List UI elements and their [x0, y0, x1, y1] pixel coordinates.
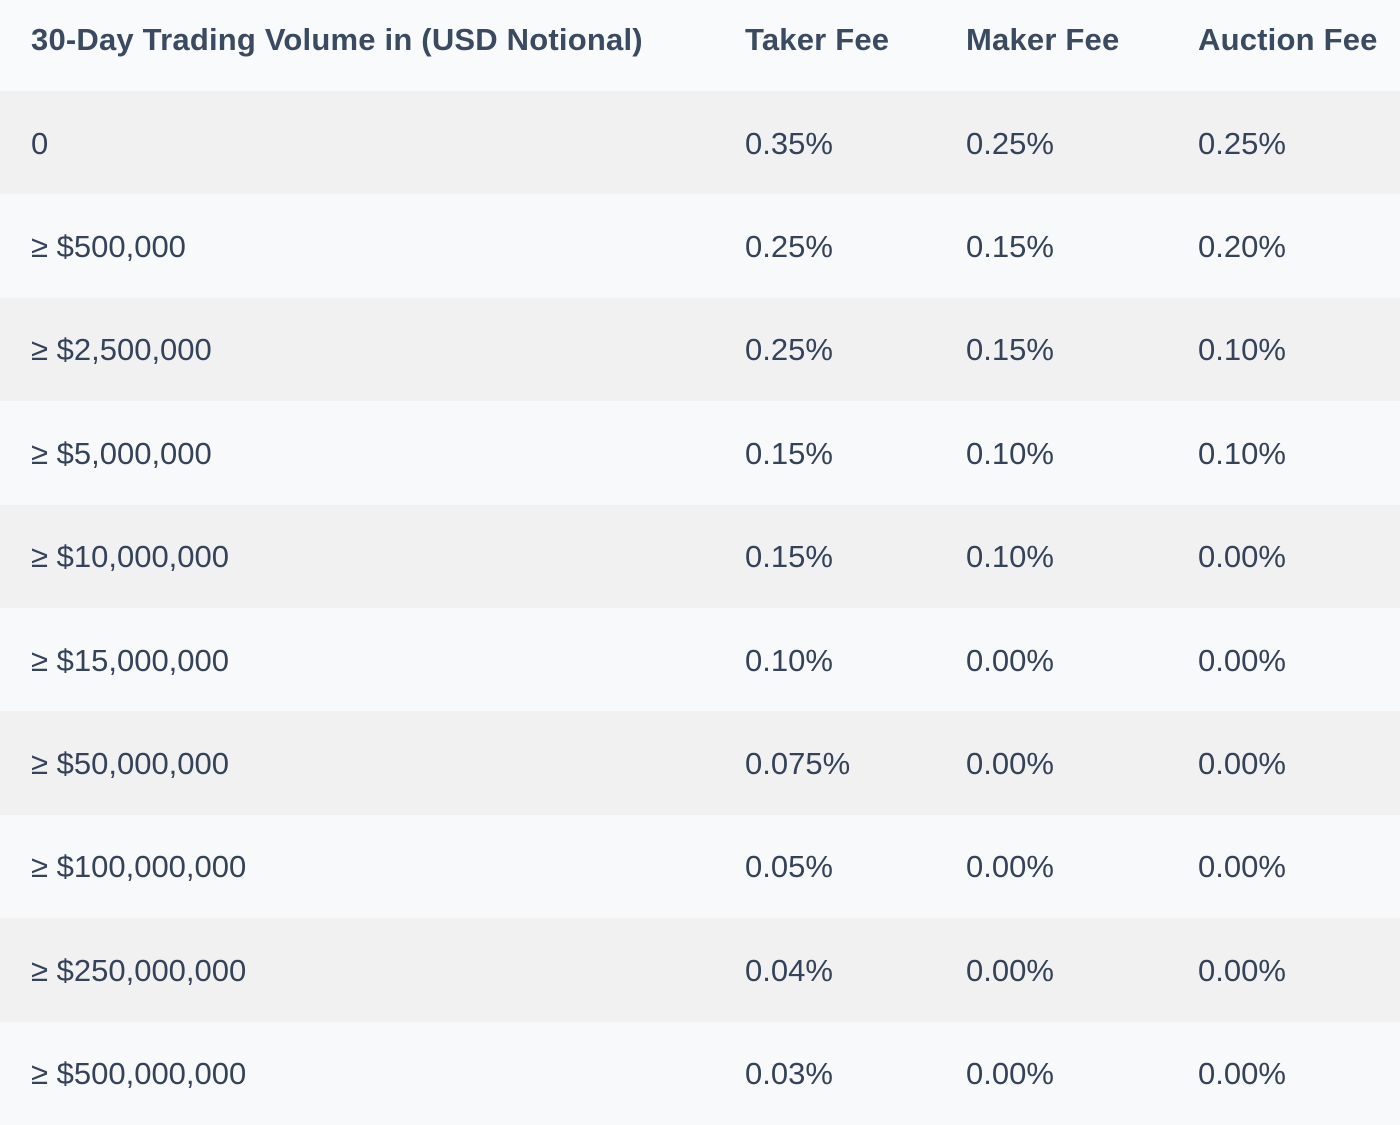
table-body: 0 0.35% 0.25% 0.25% ≥ $500,000 0.25% 0.1… — [0, 91, 1400, 1125]
header-auction-fee: Auction Fee — [1198, 21, 1378, 57]
table-row: ≥ $250,000,000 0.04% 0.00% 0.00% — [0, 918, 1400, 1022]
taker-fee-cell: 0.03% — [745, 1056, 833, 1092]
volume-cell: 0 — [31, 125, 49, 161]
header-taker-fee: Taker Fee — [745, 21, 890, 57]
volume-cell: ≥ $500,000 — [31, 229, 186, 265]
taker-fee-cell: 0.05% — [745, 849, 833, 885]
volume-cell: ≥ $15,000,000 — [31, 642, 230, 678]
taker-fee-cell: 0.075% — [745, 746, 851, 782]
maker-fee-cell: 0.00% — [966, 642, 1054, 678]
maker-fee-cell: 0.15% — [966, 229, 1054, 265]
taker-fee-cell: 0.35% — [745, 125, 833, 161]
auction-fee-cell: 0.25% — [1198, 125, 1286, 161]
taker-fee-cell: 0.15% — [745, 539, 833, 575]
maker-fee-cell: 0.10% — [966, 435, 1054, 471]
auction-fee-cell: 0.00% — [1198, 642, 1286, 678]
table-row: ≥ $50,000,000 0.075% 0.00% 0.00% — [0, 711, 1400, 815]
maker-fee-cell: 0.10% — [966, 539, 1054, 575]
maker-fee-cell: 0.25% — [966, 125, 1054, 161]
volume-cell: ≥ $250,000,000 — [31, 952, 247, 988]
taker-fee-cell: 0.10% — [745, 642, 833, 678]
maker-fee-cell: 0.00% — [966, 849, 1054, 885]
table-row: ≥ $2,500,000 0.25% 0.15% 0.10% — [0, 297, 1400, 402]
taker-fee-cell: 0.04% — [745, 952, 833, 988]
auction-fee-cell: 0.10% — [1198, 332, 1286, 368]
maker-fee-cell: 0.15% — [966, 332, 1054, 368]
maker-fee-cell: 0.00% — [966, 746, 1054, 782]
taker-fee-cell: 0.25% — [745, 229, 833, 265]
auction-fee-cell: 0.00% — [1198, 746, 1286, 782]
volume-cell: ≥ $10,000,000 — [31, 539, 230, 575]
header-volume: 30-Day Trading Volume in (USD Notional) — [31, 21, 643, 57]
volume-cell: ≥ $50,000,000 — [31, 746, 230, 782]
table-header: 30-Day Trading Volume in (USD Notional) … — [0, 0, 1400, 91]
table-row: ≥ $15,000,000 0.10% 0.00% 0.00% — [0, 607, 1400, 712]
table-row: ≥ $500,000,000 0.03% 0.00% 0.00% — [0, 1021, 1400, 1125]
table-row: ≥ $500,000 0.25% 0.15% 0.20% — [0, 194, 1400, 298]
volume-cell: ≥ $500,000,000 — [31, 1056, 247, 1092]
header-row: 30-Day Trading Volume in (USD Notional) … — [0, 0, 1400, 91]
volume-cell: ≥ $2,500,000 — [31, 332, 212, 368]
maker-fee-cell: 0.00% — [966, 1056, 1054, 1092]
table-row: ≥ $10,000,000 0.15% 0.10% 0.00% — [0, 504, 1400, 608]
volume-cell: ≥ $100,000,000 — [31, 849, 247, 885]
table-row: ≥ $100,000,000 0.05% 0.00% 0.00% — [0, 814, 1400, 919]
auction-fee-cell: 0.00% — [1198, 952, 1286, 988]
auction-fee-cell: 0.00% — [1198, 849, 1286, 885]
taker-fee-cell: 0.25% — [745, 332, 833, 368]
header-maker-fee: Maker Fee — [966, 21, 1120, 57]
auction-fee-cell: 0.10% — [1198, 435, 1286, 471]
table-row: 0 0.35% 0.25% 0.25% — [0, 91, 1400, 195]
auction-fee-cell: 0.20% — [1198, 229, 1286, 265]
auction-fee-cell: 0.00% — [1198, 1056, 1286, 1092]
maker-fee-cell: 0.00% — [966, 952, 1054, 988]
taker-fee-cell: 0.15% — [745, 435, 833, 471]
table-row: ≥ $5,000,000 0.15% 0.10% 0.10% — [0, 401, 1400, 505]
auction-fee-cell: 0.00% — [1198, 539, 1286, 575]
volume-cell: ≥ $5,000,000 — [31, 435, 212, 471]
